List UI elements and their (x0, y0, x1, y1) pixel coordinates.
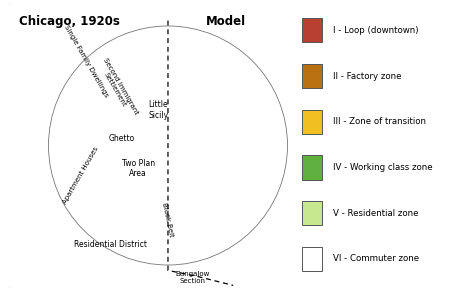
Circle shape (119, 97, 217, 194)
Text: Apartment Houses: Apartment Houses (62, 146, 100, 205)
Text: I - Loop (downtown): I - Loop (downtown) (333, 26, 418, 35)
Text: Residential District: Residential District (74, 240, 147, 249)
Text: Chicago, 1920s: Chicago, 1920s (18, 15, 119, 28)
Circle shape (150, 128, 186, 163)
Text: Model: Model (206, 15, 246, 28)
Circle shape (95, 72, 241, 219)
Circle shape (69, 46, 267, 245)
Text: Little
Sicily: Little Sicily (148, 100, 169, 120)
Circle shape (48, 26, 287, 265)
Text: Two Plan
Area: Two Plan Area (121, 159, 155, 178)
Text: Single Family Dwellings: Single Family Dwellings (64, 24, 109, 98)
Text: LOOP: LOOP (152, 141, 183, 150)
Text: Black Belt: Black Belt (162, 203, 174, 238)
FancyBboxPatch shape (302, 18, 322, 42)
Text: VI - Commuter zone: VI - Commuter zone (333, 254, 419, 263)
FancyBboxPatch shape (302, 155, 322, 180)
FancyBboxPatch shape (302, 201, 322, 225)
FancyBboxPatch shape (302, 247, 322, 271)
Text: V - Residential zone: V - Residential zone (333, 209, 418, 218)
Text: III - Zone of transition: III - Zone of transition (333, 117, 426, 126)
FancyBboxPatch shape (302, 110, 322, 134)
Text: II - Factory zone: II - Factory zone (333, 72, 401, 81)
Text: Second Immigrant
Settlement: Second Immigrant Settlement (96, 57, 139, 120)
Text: Ghetto: Ghetto (109, 134, 135, 143)
FancyBboxPatch shape (8, 1, 296, 290)
Text: Bungalow
Section: Bungalow Section (175, 271, 210, 284)
Text: IV - Working class zone: IV - Working class zone (333, 163, 432, 172)
Circle shape (137, 114, 199, 177)
FancyBboxPatch shape (302, 64, 322, 88)
